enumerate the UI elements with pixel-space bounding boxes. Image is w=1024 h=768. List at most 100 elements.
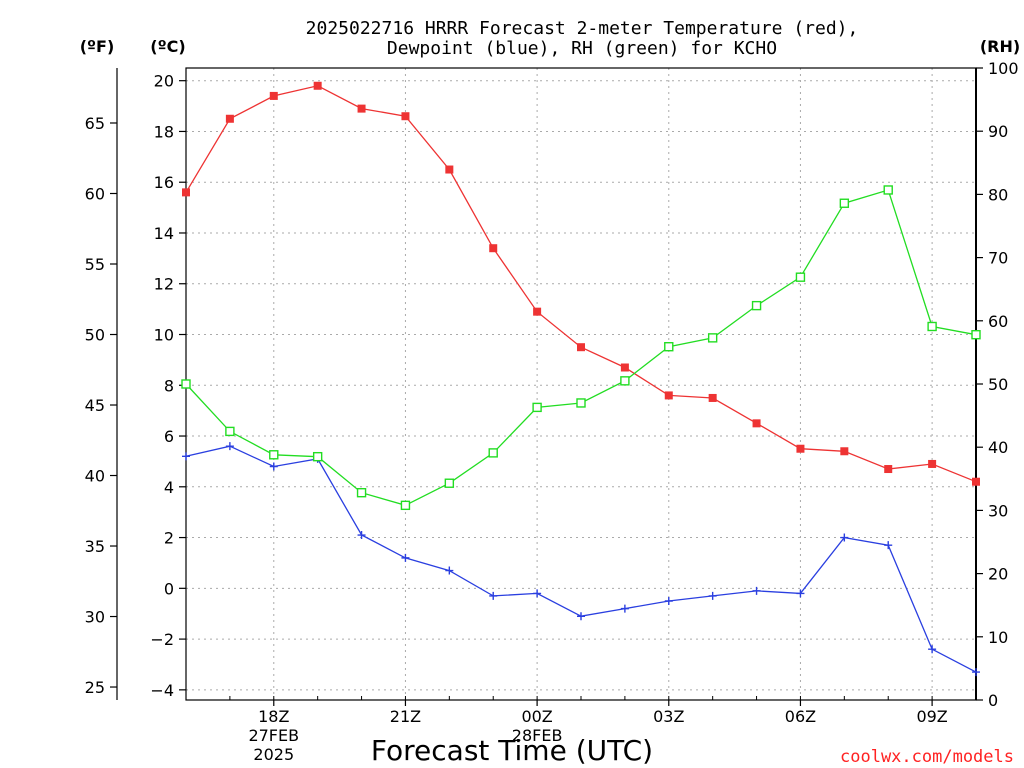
dewpoint-marker — [752, 586, 761, 595]
rh-tick-label: 0 — [988, 691, 998, 710]
temperature-marker — [445, 165, 454, 174]
rh-marker — [839, 198, 850, 208]
temperature-marker — [620, 363, 629, 372]
rh-marker — [400, 500, 411, 511]
temperature-marker — [401, 112, 410, 121]
grid-layer — [186, 68, 976, 700]
rh-marker — [795, 272, 806, 282]
celsius-tick-label: 0 — [164, 579, 174, 598]
rh-marker — [576, 398, 586, 408]
temperature-line — [185, 85, 977, 483]
dewpoint-marker — [401, 553, 410, 562]
rh-tick-label: 60 — [988, 312, 1008, 331]
rh-marker — [751, 300, 762, 311]
dewpoint-marker — [840, 533, 849, 542]
rh-marker — [444, 478, 455, 488]
dewpoint-marker — [928, 645, 937, 654]
dewpoint-marker — [269, 462, 278, 471]
temperature-marker — [884, 465, 893, 474]
fahrenheit-tick-label: 40 — [85, 467, 105, 486]
temperature-marker — [269, 91, 278, 100]
fahrenheit-tick-label: 45 — [85, 396, 105, 415]
rh-unit-label: (RH) — [980, 37, 1020, 56]
celsius-tick-label: 12 — [154, 275, 174, 294]
x-tick-label: 00Z — [521, 707, 552, 726]
series-layer — [181, 81, 981, 677]
rh-marker — [971, 330, 981, 340]
dewpoint-marker — [533, 589, 542, 598]
fahrenheit-tick-label: 50 — [85, 326, 105, 345]
chart-title-line2: Dewpoint (blue), RH (green) for KCHO — [387, 38, 777, 59]
fahrenheit-unit-label: (ºF) — [80, 37, 115, 56]
temperature-marker — [182, 188, 190, 197]
rh-marker — [664, 342, 674, 352]
x-tick-label: 06Z — [785, 707, 816, 726]
dewpoint-marker — [357, 531, 366, 540]
celsius-tick-label: 6 — [164, 427, 174, 446]
rh-tick-label: 20 — [988, 565, 1008, 584]
axes-layer: 25 30 35 40 45 50 55 60 65 −4 −2 0 2 4 6 8 10 12 14 16 18 20 0… — [85, 59, 1019, 764]
dewpoint-marker — [225, 442, 234, 451]
chart-title-line1: 2025022716 HRRR Forecast 2-meter Tempera… — [306, 18, 859, 39]
x-tick-year-label: 2025 — [253, 745, 294, 764]
temperature-marker — [708, 393, 717, 402]
dewpoint-marker — [445, 566, 454, 575]
rh-tick-label: 70 — [988, 249, 1008, 268]
dewpoint-marker — [708, 591, 717, 600]
rh-marker — [883, 185, 893, 195]
temperature-marker — [357, 104, 366, 113]
x-tick-label: 09Z — [916, 707, 947, 726]
celsius-tick-label: −2 — [150, 630, 174, 649]
celsius-tick-label: 18 — [154, 122, 174, 141]
plot-frame — [185, 67, 977, 701]
x-tick-label: 21Z — [390, 707, 421, 726]
rh-marker — [532, 402, 542, 413]
fahrenheit-tick-label: 25 — [85, 678, 105, 697]
rh-tick-label: 10 — [988, 628, 1008, 647]
fahrenheit-tick-label: 55 — [85, 255, 105, 274]
celsius-tick-label: −4 — [150, 681, 174, 700]
celsius-tick-label: 10 — [154, 326, 174, 345]
temperature-marker — [840, 447, 849, 456]
celsius-tick-label: 20 — [154, 72, 174, 91]
rh-marker — [312, 451, 323, 462]
rh-marker — [225, 426, 235, 437]
rh-marker — [269, 450, 279, 460]
rh-marker — [620, 376, 630, 386]
x-tick-label: 03Z — [653, 707, 684, 726]
dewpoint-marker — [620, 604, 629, 613]
dewpoint-marker — [664, 597, 673, 606]
fahrenheit-tick-label: 30 — [85, 608, 105, 627]
dewpoint-marker — [577, 612, 585, 621]
celsius-tick-label: 16 — [154, 173, 174, 192]
rh-tick-label: 90 — [988, 122, 1008, 141]
dewpoint-marker — [972, 668, 980, 677]
rh-marker — [181, 379, 191, 389]
credit-text: coolwx.com/models — [840, 747, 1014, 767]
temperature-marker — [928, 459, 937, 468]
celsius-tick-label: 14 — [154, 224, 174, 243]
celsius-unit-label: (ºC) — [150, 37, 185, 56]
temperature-marker — [533, 307, 542, 316]
temperature-marker — [796, 444, 805, 453]
x-tick-label: 18Z — [258, 707, 289, 726]
x-axis-title: Forecast Time (UTC) — [371, 734, 653, 767]
temperature-marker — [489, 244, 498, 253]
temperature-marker — [752, 419, 761, 428]
fahrenheit-tick-label: 65 — [85, 114, 105, 133]
rh-tick-label: 100 — [988, 59, 1019, 78]
celsius-tick-label: 4 — [164, 478, 174, 497]
celsius-tick-label: 2 — [164, 529, 174, 548]
rh-marker — [356, 488, 367, 498]
rh-tick-label: 40 — [988, 438, 1008, 457]
rh-marker — [488, 448, 498, 458]
rh-tick-label: 50 — [988, 375, 1008, 394]
rh-tick-label: 80 — [988, 185, 1008, 204]
rh-marker — [707, 333, 718, 343]
temperature-marker — [664, 391, 673, 400]
rh-tick-label: 30 — [988, 501, 1008, 520]
rh-marker — [927, 321, 937, 332]
fahrenheit-tick-label: 60 — [85, 184, 105, 203]
dewpoint-marker — [489, 591, 498, 600]
